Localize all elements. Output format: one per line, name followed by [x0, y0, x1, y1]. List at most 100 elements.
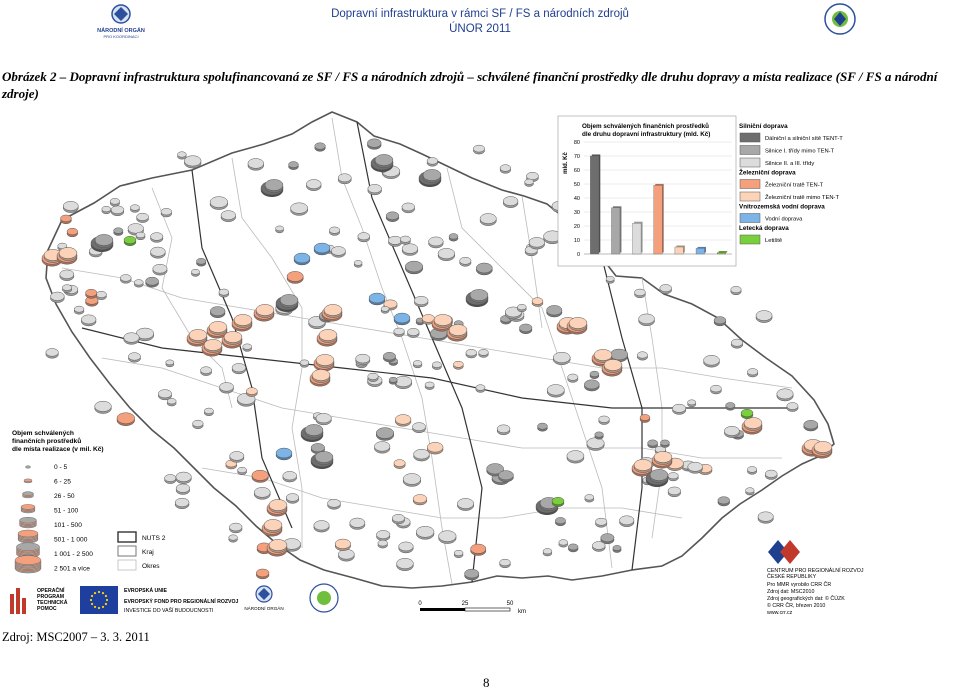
eu-star — [104, 594, 108, 598]
legend-swatch — [739, 157, 761, 168]
eu-star — [90, 594, 94, 598]
map-symbols — [41, 138, 833, 581]
municipality-symbol — [123, 332, 140, 345]
eu-star — [93, 591, 97, 595]
boundary-swatch — [117, 531, 137, 543]
railway-symbol — [203, 339, 223, 353]
municipality-symbol — [60, 214, 72, 225]
legend-item-label: Letiště — [765, 238, 782, 244]
municipality-symbol — [499, 558, 511, 569]
municipality-symbol — [376, 530, 391, 541]
municipality-symbol — [158, 389, 172, 401]
municipality-symbol — [353, 260, 363, 268]
municipality-symbol — [584, 379, 600, 392]
municipality-symbol — [374, 441, 391, 454]
municipality-symbol — [566, 450, 585, 464]
eu-star — [104, 602, 108, 606]
municipality-symbol — [552, 351, 571, 366]
size-legend-symbol — [16, 542, 40, 552]
municipality-symbol — [94, 400, 112, 414]
municipality-symbol — [247, 158, 264, 171]
railway-symbol — [323, 304, 343, 318]
railway-symbol — [653, 451, 673, 465]
municipality-symbol — [437, 248, 456, 262]
municipality-symbol — [145, 276, 159, 288]
svg-text:TECHNICKÁ: TECHNICKÁ — [37, 599, 68, 606]
municipality-symbol — [687, 461, 703, 474]
municipality-symbol — [388, 235, 403, 247]
municipality-symbol — [113, 227, 124, 236]
legend-group-title: Letecká doprava — [739, 225, 789, 232]
header-date: ÚNOR 2011 — [449, 23, 511, 35]
svg-text:www.crr.cz: www.crr.cz — [767, 610, 793, 616]
size-legend-title: finančních prostředků — [12, 437, 81, 445]
municipality-symbol — [134, 279, 144, 288]
municipality-symbol — [537, 422, 548, 432]
municipality-symbol — [299, 359, 310, 368]
municipality-symbol — [672, 403, 687, 415]
chart-title-line-2: dle druhu dopravní infrastruktury (mld. … — [582, 131, 710, 138]
municipality-symbol — [282, 471, 297, 483]
municipality-symbol — [401, 243, 419, 256]
municipality-symbol — [464, 568, 480, 581]
municipality-symbol — [282, 538, 301, 552]
chart-bar — [695, 248, 705, 255]
size-legend-title: dle místa realizace (v mil. Kč) — [12, 446, 104, 453]
narodni-organ-footer-logo: NÁRODNÍ ORGÁN — [244, 585, 284, 611]
chart-ytick-label: 50 — [574, 182, 580, 188]
municipality-symbol — [595, 517, 608, 528]
municipality-symbol — [200, 366, 212, 376]
municipality-symbol — [251, 469, 269, 483]
municipality-symbol — [524, 178, 534, 187]
municipality-symbol — [407, 328, 420, 338]
chart-bar — [590, 155, 599, 255]
municipality-symbol — [209, 306, 226, 319]
size-legend-class: 1 001 - 2 500 — [54, 551, 93, 558]
motorway-symbol — [264, 179, 284, 193]
municipality-symbol — [150, 232, 164, 243]
water-symbol — [368, 292, 386, 306]
size-legend-symbol — [23, 478, 33, 482]
size-legend-symbol — [17, 529, 39, 538]
municipality-symbol — [502, 196, 519, 208]
svg-text:Zdroj dat: MSC2010: Zdroj dat: MSC2010 — [767, 589, 814, 595]
chart-ytick-label: 40 — [574, 196, 580, 202]
municipality-symbol — [453, 360, 464, 370]
legend-item-label: Vodní doprava — [765, 217, 803, 223]
chart-title-line-1: Objem schválených finančních prostředků — [582, 122, 709, 130]
municipality-symbol — [412, 360, 423, 369]
municipality-symbol — [331, 246, 346, 258]
svg-text:POMOC: POMOC — [37, 606, 57, 612]
motorway-symbol — [649, 469, 669, 483]
chart-bar — [611, 207, 621, 255]
municipality-symbol — [66, 227, 78, 238]
municipality-symbol — [375, 427, 395, 441]
municipality-symbol — [191, 268, 200, 277]
municipality-symbol — [757, 511, 774, 524]
legend-swatch — [739, 234, 761, 245]
municipality-symbol — [555, 517, 566, 527]
municipality-symbol — [414, 295, 429, 308]
airport-symbol — [123, 236, 137, 246]
municipality-symbol — [110, 205, 125, 217]
municipality-symbol — [426, 442, 444, 455]
municipality-symbol — [448, 233, 459, 242]
municipality-symbol — [567, 373, 579, 383]
svg-text:CENTRUM PRO REGIONÁLNÍ ROZVOJ: CENTRUM PRO REGIONÁLNÍ ROZVOJ — [767, 567, 864, 574]
size-legend-class: 51 - 100 — [54, 508, 79, 515]
municipality-symbol — [288, 161, 299, 170]
municipality-symbol — [357, 232, 370, 243]
eu-star — [90, 602, 94, 606]
size-legend-symbol — [22, 491, 34, 496]
motorway-symbol — [304, 424, 324, 438]
municipality-symbol — [465, 349, 477, 359]
municipality-symbol — [476, 262, 493, 276]
municipality-symbol — [219, 382, 234, 394]
municipality-symbol — [424, 381, 435, 390]
municipality-symbol — [174, 497, 190, 510]
municipality-symbol — [242, 343, 252, 352]
municipality-symbol — [59, 269, 75, 281]
chart-ytick-label: 20 — [574, 224, 580, 230]
municipality-symbol — [568, 543, 579, 553]
municipality-symbol — [164, 474, 177, 484]
